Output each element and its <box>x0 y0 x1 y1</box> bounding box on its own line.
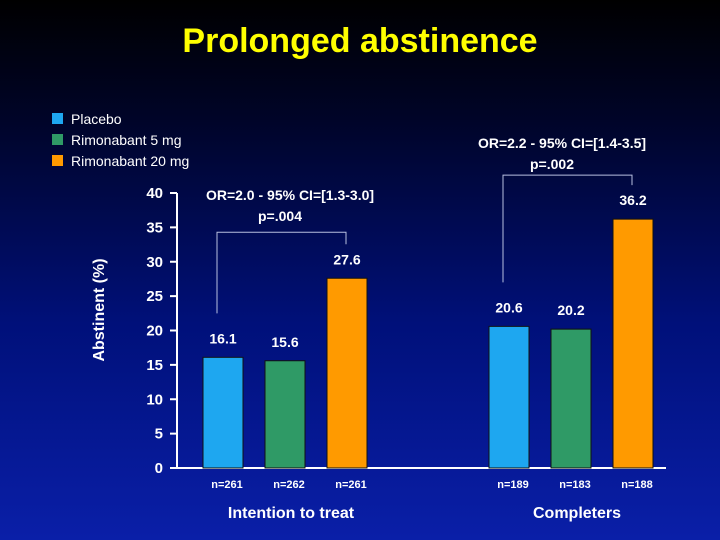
bar-value-label: 16.1 <box>209 330 236 346</box>
bar-completers-3 <box>612 218 654 469</box>
legend-swatch-rimonabant-20mg <box>52 155 63 166</box>
bar-value-label: 15.6 <box>271 334 298 350</box>
y-axis-label: Abstinent (%) <box>91 258 108 361</box>
x-category-label: Intention to treat <box>228 505 355 522</box>
bar-value-label: 20.2 <box>557 302 584 318</box>
legend-item-rimonabant-5mg: Rimonabant 5 mg <box>52 129 189 150</box>
significance-bracket <box>502 174 633 283</box>
bar-intention-to-treat-1 <box>202 356 244 469</box>
y-tick-label: 25 <box>146 288 163 305</box>
y-tick-label: 35 <box>146 219 163 236</box>
bar-intention-to-treat-3 <box>326 277 368 469</box>
legend-swatch-placebo <box>52 113 63 124</box>
bar-value-label: 36.2 <box>619 192 646 208</box>
legend-item-rimonabant-20mg: Rimonabant 20 mg <box>52 150 189 171</box>
bar-completers-1 <box>488 325 530 469</box>
y-tick-label: 0 <box>155 460 163 477</box>
n-label: n=189 <box>497 479 529 491</box>
significance-bracket <box>216 231 347 314</box>
legend-label-rimonabant-20mg: Rimonabant 20 mg <box>71 152 190 169</box>
n-label: n=261 <box>335 479 367 491</box>
p-value-annotation: p=.004 <box>258 208 302 224</box>
odds-ratio-annotation: OR=2.2 - 95% CI=[1.4-3.5] <box>478 135 646 151</box>
y-tick-label: 30 <box>146 254 163 271</box>
p-value-annotation: p=.002 <box>530 156 574 172</box>
odds-ratio-annotation: OR=2.0 - 95% CI=[1.3-3.0] <box>206 187 374 203</box>
bar-intention-to-treat-2 <box>264 360 306 469</box>
y-tick-label: 20 <box>146 323 163 340</box>
n-label: n=188 <box>621 479 653 491</box>
y-tick-label: 15 <box>146 357 163 374</box>
chart-title: Prolonged abstinence <box>182 22 538 60</box>
legend-item-placebo: Placebo <box>52 108 189 129</box>
y-tick-label: 40 <box>146 185 163 202</box>
x-category-label: Completers <box>533 505 621 522</box>
legend-swatch-rimonabant-5mg <box>52 134 63 145</box>
y-tick-label: 5 <box>155 426 163 443</box>
n-label: n=262 <box>273 479 305 491</box>
legend: Placebo Rimonabant 5 mg Rimonabant 20 mg <box>52 108 189 171</box>
y-tick-label: 10 <box>146 391 163 408</box>
n-label: n=261 <box>211 479 243 491</box>
legend-label-placebo: Placebo <box>71 110 122 127</box>
n-label: n=183 <box>559 479 591 491</box>
bar-value-label: 27.6 <box>333 251 360 267</box>
legend-label-rimonabant-5mg: Rimonabant 5 mg <box>71 131 182 148</box>
bar-completers-2 <box>550 328 592 469</box>
bar-value-label: 20.6 <box>495 299 522 315</box>
